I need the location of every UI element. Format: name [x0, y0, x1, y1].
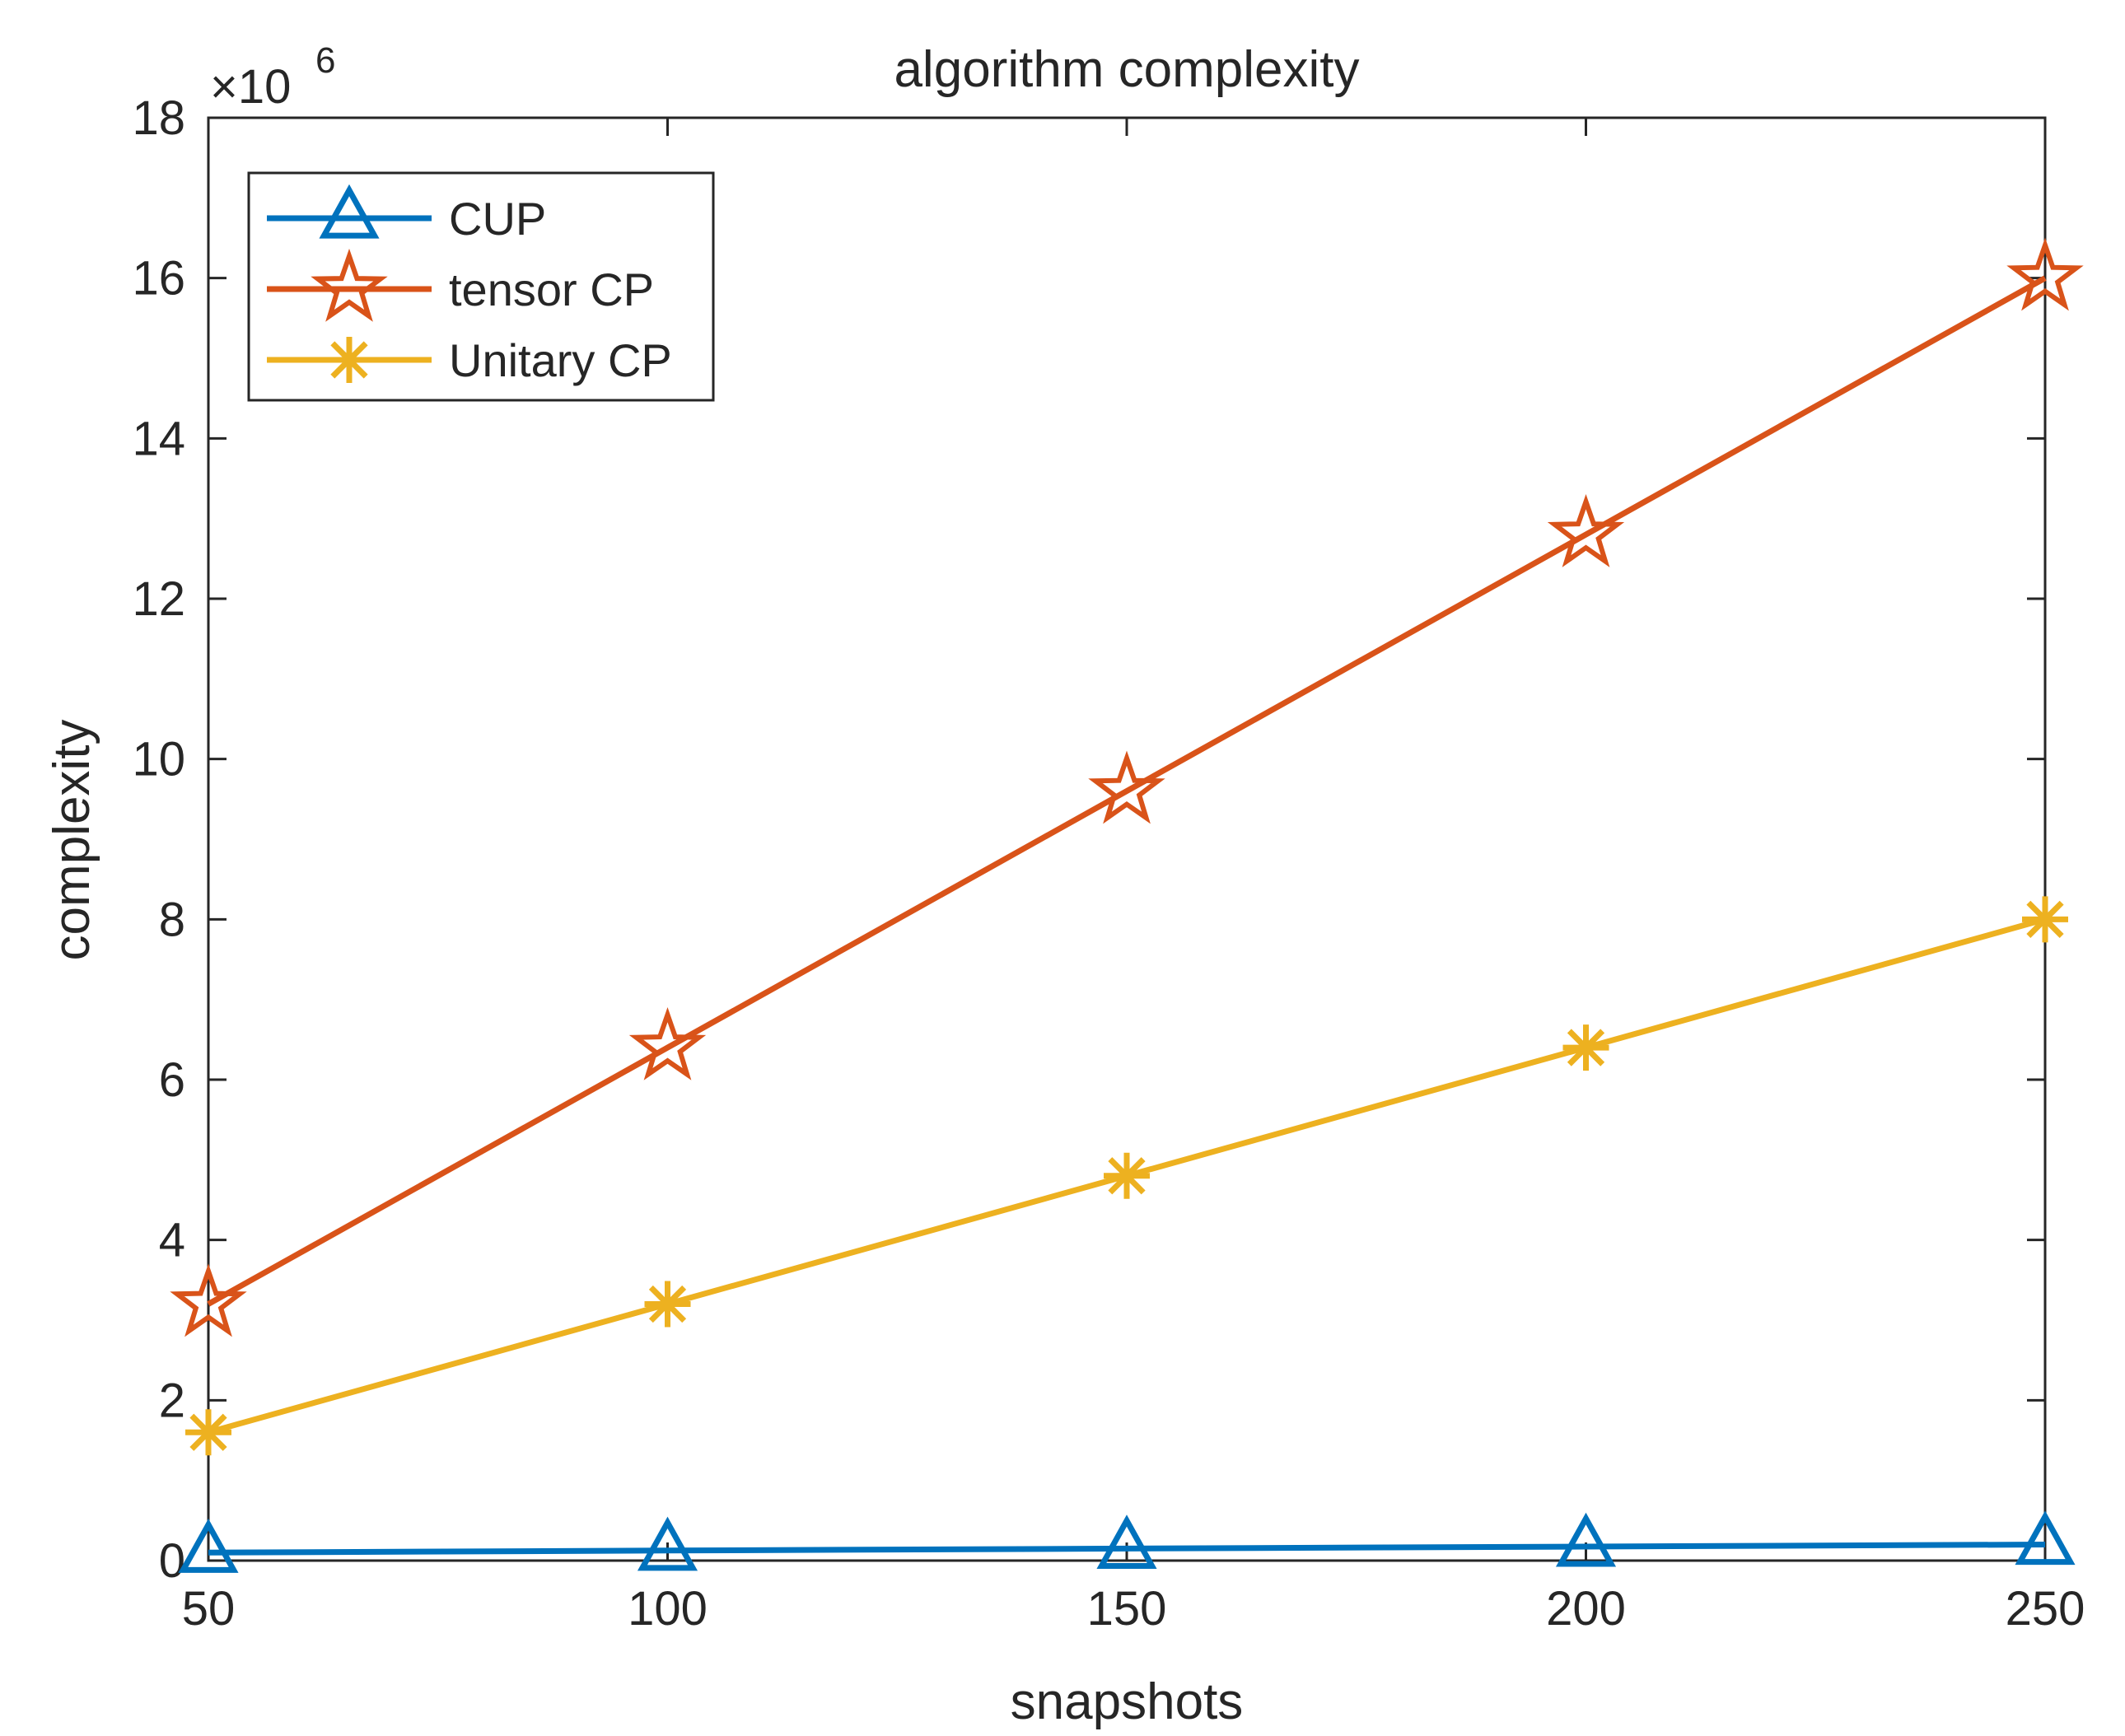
x-tick-label: 200	[1546, 1582, 1626, 1636]
y-tick-label: 18	[132, 91, 185, 145]
x-tick-label: 250	[2006, 1582, 2085, 1636]
data-point-unitary-cp	[645, 1281, 691, 1328]
exponent-label: ×10 6	[210, 40, 335, 114]
chart-title: algorithm complexity	[894, 41, 1359, 98]
y-tick-label: 10	[132, 733, 185, 786]
y-axis-label: complexity	[44, 720, 100, 961]
series-line-cup	[208, 1545, 2045, 1553]
legend-label-cup: CUP	[449, 193, 546, 245]
data-point-unitary-cp	[1104, 1153, 1150, 1199]
x-tick-label: 150	[1087, 1582, 1167, 1636]
line-chart: 50 100 150 200 250 0 2 4 6 8 10 12 14 16 18 algorithm …	[0, 0, 2125, 1736]
series-layer	[177, 245, 2076, 1570]
legend-marker-unitary-cp	[326, 337, 372, 383]
data-point-unitary-cp	[2022, 896, 2068, 942]
x-tick-label: 50	[182, 1582, 236, 1636]
data-point-unitary-cp	[185, 1409, 231, 1455]
y-tick-label: 12	[132, 572, 185, 626]
y-tick-label: 14	[132, 412, 185, 465]
y-tick-label: 8	[159, 893, 185, 946]
data-point-unitary-cp	[1563, 1024, 1609, 1071]
y-tick-label: 0	[159, 1534, 185, 1588]
y-tick-label: 4	[159, 1214, 185, 1267]
exponent-power: 6	[315, 40, 335, 81]
x-tick-label: 100	[628, 1582, 708, 1636]
series-unitary-cp	[185, 896, 2068, 1455]
series-line-tensor-cp	[208, 278, 2045, 1304]
y-tick-label: 2	[159, 1374, 185, 1427]
y-tick-label: 16	[132, 252, 185, 306]
exponent-base: ×10	[210, 60, 291, 114]
x-axis-label: snapshots	[1011, 1673, 1244, 1730]
legend-label-unitary-cp: Unitary CP	[449, 334, 672, 386]
legend: CUP tensor CP Unitary CP	[249, 173, 713, 400]
legend-label-tensor-cp: tensor CP	[449, 264, 654, 315]
y-tick-label: 6	[159, 1053, 185, 1107]
